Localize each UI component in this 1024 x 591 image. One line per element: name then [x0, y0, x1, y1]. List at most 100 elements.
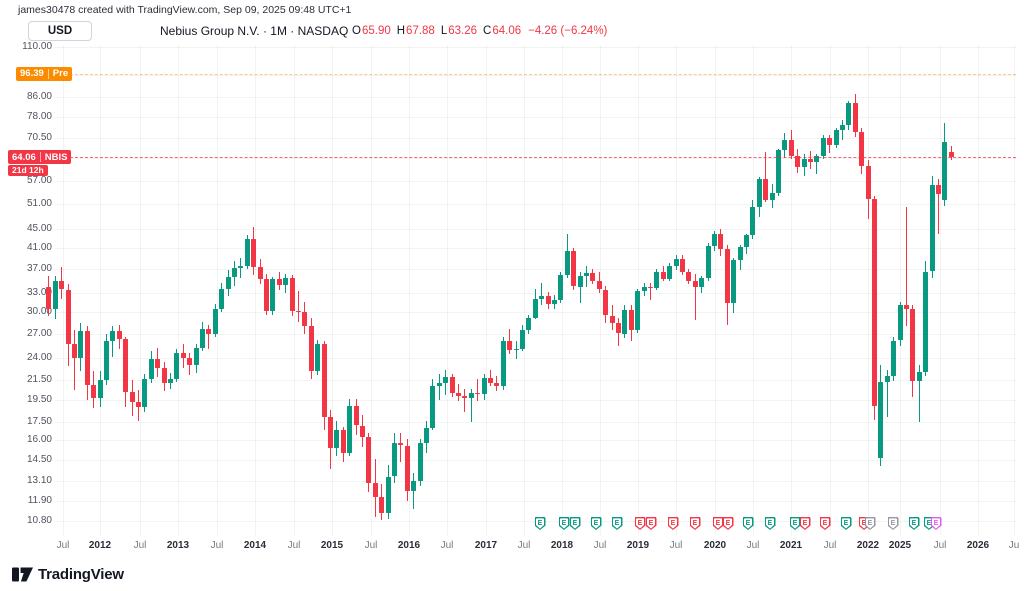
candle[interactable]: [718, 234, 724, 249]
candle[interactable]: [180, 353, 186, 359]
earnings-badge[interactable]: E: [689, 517, 701, 530]
candle[interactable]: [167, 379, 173, 383]
candle[interactable]: [206, 329, 212, 335]
candle[interactable]: [71, 343, 77, 358]
candle[interactable]: [935, 185, 941, 195]
earnings-badge[interactable]: E: [858, 517, 870, 530]
earnings-badge[interactable]: E: [590, 517, 602, 530]
candle[interactable]: [283, 278, 289, 285]
candle[interactable]: [699, 277, 705, 288]
candle[interactable]: [423, 427, 429, 443]
earnings-badge[interactable]: E: [840, 517, 852, 530]
earnings-badge[interactable]: E: [887, 517, 899, 530]
candle[interactable]: [910, 308, 916, 381]
candle[interactable]: [801, 159, 807, 168]
candle[interactable]: [225, 277, 231, 289]
candle[interactable]: [462, 395, 468, 398]
candle[interactable]: [590, 272, 596, 281]
candle[interactable]: [635, 290, 641, 330]
candle[interactable]: [622, 310, 628, 334]
candle[interactable]: [321, 344, 327, 418]
candle[interactable]: [455, 392, 461, 396]
candle[interactable]: [667, 266, 673, 279]
candle[interactable]: [379, 497, 385, 514]
earnings-badge[interactable]: E: [799, 517, 811, 530]
candle[interactable]: [359, 425, 365, 437]
candle[interactable]: [814, 155, 820, 163]
candle[interactable]: [353, 406, 359, 426]
earnings-badge[interactable]: E: [645, 517, 657, 530]
currency-button[interactable]: USD: [28, 21, 92, 41]
candle[interactable]: [519, 329, 525, 350]
candle[interactable]: [603, 289, 609, 316]
candle[interactable]: [103, 341, 109, 380]
candle[interactable]: [724, 248, 730, 303]
candle[interactable]: [142, 379, 148, 408]
earnings-badge[interactable]: E: [789, 517, 801, 530]
candle[interactable]: [155, 359, 161, 369]
candle[interactable]: [833, 130, 839, 146]
candle[interactable]: [212, 309, 218, 335]
candle[interactable]: [443, 377, 449, 383]
candle[interactable]: [494, 382, 500, 386]
candle[interactable]: [276, 279, 282, 285]
candle[interactable]: [628, 310, 634, 330]
candle[interactable]: [897, 305, 903, 341]
earnings-badge[interactable]: E: [667, 517, 679, 530]
candle[interactable]: [507, 341, 513, 350]
candle[interactable]: [193, 348, 199, 366]
candle[interactable]: [404, 445, 410, 491]
candle[interactable]: [827, 137, 833, 146]
candle[interactable]: [820, 137, 826, 156]
candle[interactable]: [615, 323, 621, 334]
candle[interactable]: [263, 279, 269, 312]
candle[interactable]: [532, 298, 538, 318]
candle[interactable]: [244, 239, 250, 266]
candle[interactable]: [679, 258, 685, 272]
candle[interactable]: [436, 382, 442, 386]
candle[interactable]: [871, 198, 877, 407]
candle[interactable]: [91, 384, 97, 398]
tradingview-logo[interactable]: TradingView: [12, 566, 124, 583]
earnings-badge[interactable]: E: [634, 517, 646, 530]
candle[interactable]: [295, 310, 301, 313]
candle[interactable]: [46, 286, 52, 309]
candle[interactable]: [411, 481, 417, 491]
candle[interactable]: [731, 260, 737, 303]
candle[interactable]: [257, 267, 263, 280]
candle[interactable]: [417, 442, 423, 482]
earnings-badge[interactable]: E: [712, 517, 724, 530]
candle[interactable]: [385, 476, 391, 514]
candle[interactable]: [270, 279, 276, 312]
candle[interactable]: [148, 359, 154, 380]
candle[interactable]: [737, 246, 743, 261]
earnings-badge[interactable]: E: [764, 517, 776, 530]
candle[interactable]: [705, 245, 711, 278]
candle[interactable]: [763, 179, 769, 200]
last-price-badge[interactable]: 64.06 NBIS: [8, 150, 72, 165]
candle[interactable]: [916, 371, 922, 381]
candle[interactable]: [251, 239, 257, 268]
candle[interactable]: [59, 280, 65, 290]
candle[interactable]: [577, 276, 583, 287]
candle[interactable]: [673, 258, 679, 266]
candle[interactable]: [846, 103, 852, 126]
candle[interactable]: [238, 266, 244, 269]
candle[interactable]: [340, 430, 346, 454]
earnings-badge[interactable]: E: [930, 517, 942, 530]
candle[interactable]: [807, 159, 813, 163]
premarket-price-badge[interactable]: 96.39 Pre: [16, 66, 73, 81]
candle[interactable]: [711, 234, 717, 246]
candle[interactable]: [187, 358, 193, 366]
candle[interactable]: [923, 271, 929, 372]
candle[interactable]: [660, 272, 666, 279]
candle[interactable]: [545, 296, 551, 305]
candle[interactable]: [500, 341, 506, 386]
candle[interactable]: [84, 331, 90, 385]
candle[interactable]: [97, 380, 103, 398]
candle[interactable]: [948, 151, 954, 158]
candle[interactable]: [571, 250, 577, 287]
candle[interactable]: [123, 338, 129, 392]
candle[interactable]: [564, 250, 570, 275]
